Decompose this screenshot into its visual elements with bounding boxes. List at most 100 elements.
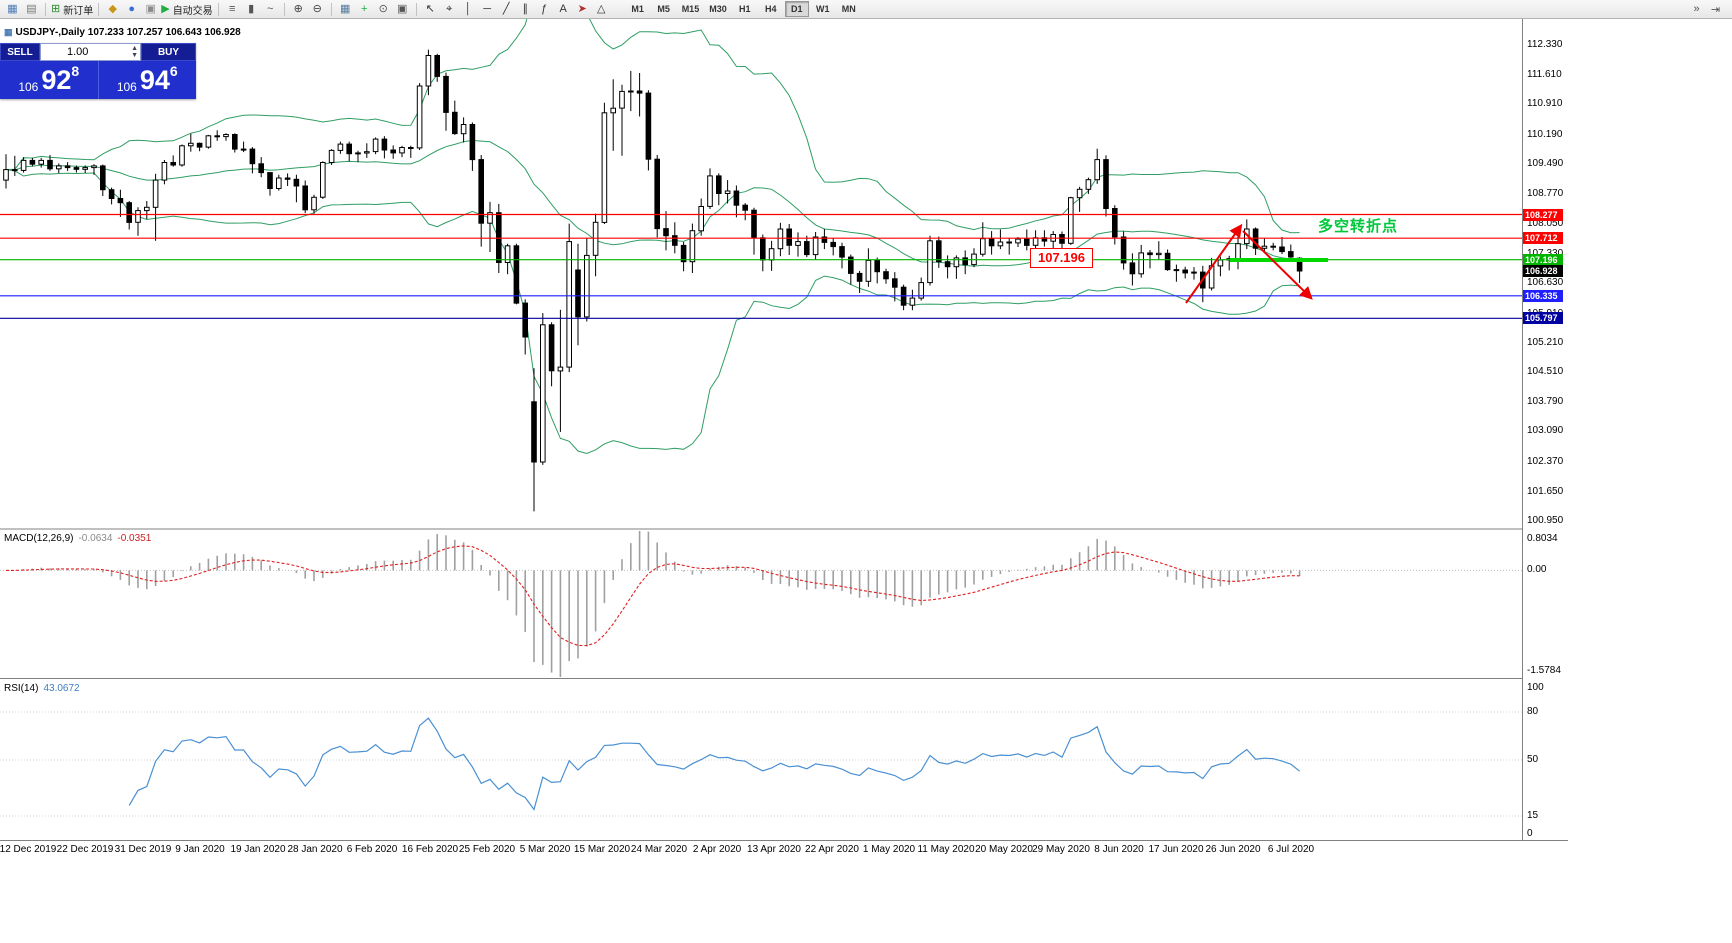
- templates-button[interactable]: ▣: [394, 2, 411, 17]
- market-watch-button[interactable]: ●: [123, 2, 140, 17]
- volume-down-icon[interactable]: ▼: [131, 52, 138, 59]
- date-axis[interactable]: 12 Dec 2019 22 Dec 2019 31 Dec 2019 9 Jan 2…: [0, 840, 1568, 858]
- auto-trading-button[interactable]: ▶ 自动交易: [161, 2, 212, 17]
- profiles-button[interactable]: ▤: [23, 2, 40, 17]
- periods-button[interactable]: ⊙: [375, 2, 392, 17]
- volume-up-icon[interactable]: ▲: [131, 45, 138, 52]
- date-axis-label[interactable]: 8 Jun 2020: [1094, 844, 1144, 855]
- fibonacci-tool-button[interactable]: ƒ: [536, 2, 553, 17]
- arrows-tool-button[interactable]: ➤: [574, 2, 591, 17]
- price-axis-tick: 102.370: [1527, 456, 1564, 467]
- macd-signal-line: [6, 545, 1300, 647]
- sell-price-display[interactable]: 106 92 8: [0, 61, 98, 99]
- buy-price-prefix: 106: [116, 80, 137, 94]
- trade-panel-price-row: 106 92 8 106 94 6: [0, 61, 196, 99]
- cursor-tool-button[interactable]: ↖: [422, 2, 439, 17]
- auto-scroll-button[interactable]: »: [1693, 3, 1700, 15]
- date-axis-label[interactable]: 12 Dec 2019: [0, 844, 57, 855]
- price-axis-tick: 103.090: [1527, 425, 1564, 436]
- volume-input[interactable]: 1.00 ▲ ▼: [40, 43, 141, 61]
- volume-spinner[interactable]: ▲ ▼: [131, 45, 138, 59]
- price-axis-tick: 111.610: [1527, 69, 1562, 80]
- new-order-button-label: 新订单: [63, 5, 94, 17]
- date-axis-label[interactable]: 13 Apr 2020: [747, 844, 801, 855]
- indicators-button[interactable]: +: [356, 2, 373, 17]
- horizontal-line-tool-icon: ─: [483, 3, 492, 15]
- macd-axis-label: -1.5784: [1527, 665, 1561, 676]
- date-axis-label[interactable]: 16 Feb 2020: [401, 844, 459, 855]
- chart-title: ▦ USDJPY-,Daily 107.233 107.257 106.643 …: [4, 27, 241, 38]
- vertical-line-tool-button[interactable]: │: [460, 2, 477, 17]
- date-axis-label[interactable]: 26 Jun 2020: [1205, 844, 1261, 855]
- shapes-tool-button[interactable]: △: [593, 2, 610, 17]
- date-axis-label[interactable]: 15 Mar 2020: [573, 844, 631, 855]
- current-price-badge: 106.928: [1523, 265, 1563, 277]
- profiles-icon: ▤: [26, 3, 37, 15]
- crosshair-tool-button[interactable]: ⌖: [441, 2, 458, 17]
- crosshair-tool-icon: ⌖: [446, 3, 453, 15]
- date-axis-label[interactable]: 19 Jan 2020: [230, 844, 286, 855]
- date-axis-label[interactable]: 6 Jul 2020: [1267, 844, 1315, 855]
- date-axis-label[interactable]: 9 Jan 2020: [175, 844, 225, 855]
- strategy-tester-button[interactable]: ◆: [104, 2, 121, 17]
- horizontal-line-tool-button[interactable]: ─: [479, 2, 496, 17]
- timeframe-button-mn[interactable]: MN: [841, 4, 856, 14]
- buy-button[interactable]: BUY: [141, 43, 196, 61]
- date-axis-label[interactable]: 22 Dec 2019: [56, 844, 114, 855]
- candlestick-chart-button[interactable]: ▮: [243, 2, 260, 17]
- bar-chart-button[interactable]: ≡: [224, 2, 241, 17]
- fibonacci-tool-icon: ƒ: [541, 3, 548, 15]
- chart-canvas[interactable]: [0, 19, 1522, 840]
- scripts-button[interactable]: ▣: [142, 2, 159, 17]
- candlestick-series[interactable]: [3, 49, 1303, 512]
- bollinger-lower-band: [5, 169, 1300, 455]
- date-axis-label[interactable]: 1 May 2020: [862, 844, 916, 855]
- date-axis-label[interactable]: 11 May 2020: [917, 844, 975, 855]
- date-axis-label[interactable]: 17 Jun 2020: [1148, 844, 1204, 855]
- chart-shift-button[interactable]: ⇥: [1710, 3, 1721, 16]
- zoom-out-button[interactable]: ⊖: [309, 2, 326, 17]
- red-arrow-1: [1185, 223, 1243, 304]
- sell-button[interactable]: SELL: [0, 43, 40, 61]
- new-chart-button[interactable]: ▦: [4, 2, 21, 17]
- timeframe-button-m30[interactable]: M30: [709, 4, 727, 14]
- date-axis-label[interactable]: 31 Dec 2019: [114, 844, 172, 855]
- rsi-axis-label: 15: [1527, 810, 1539, 821]
- date-axis-label[interactable]: 5 Mar 2020: [519, 844, 571, 855]
- date-axis-label[interactable]: 24 Mar 2020: [630, 844, 688, 855]
- price-axis-tick: 108.770: [1527, 188, 1564, 199]
- date-axis-label[interactable]: 20 May 2020: [975, 844, 1033, 855]
- macd-histogram: [14, 531, 1301, 677]
- trendline-tool-button[interactable]: ╱: [498, 2, 515, 17]
- buy-price-display[interactable]: 106 94 6: [97, 61, 197, 99]
- price-axis-tick: 112.330: [1527, 39, 1563, 50]
- timeframe-button-h1[interactable]: H1: [738, 4, 751, 14]
- date-axis-label[interactable]: 29 May 2020: [1032, 844, 1090, 855]
- text-tool-button[interactable]: A: [555, 2, 572, 17]
- price-axis[interactable]: 112.330 111.610 110.910 110.190 109.490 108.7…: [1522, 19, 1569, 840]
- tile-windows-button[interactable]: ▦: [337, 2, 354, 17]
- date-axis-label[interactable]: 28 Jan 2020: [287, 844, 343, 855]
- date-axis-label[interactable]: 22 Apr 2020: [805, 844, 859, 855]
- timeframe-button-h4[interactable]: H4: [764, 4, 777, 14]
- rsi-label: RSI(14) 43.0672: [4, 683, 80, 694]
- scripts-icon: ▣: [145, 3, 156, 15]
- auto-trading-icon: ▶: [161, 3, 170, 15]
- channel-tool-button[interactable]: ∥: [517, 2, 534, 17]
- date-axis-label[interactable]: 2 Apr 2020: [692, 844, 742, 855]
- timeframe-button-m15[interactable]: M15: [681, 4, 700, 14]
- date-axis-label[interactable]: 6 Feb 2020: [346, 844, 398, 855]
- toolbar-icon-groups: ▦ ▤ ⊞ 新订单 ◆ ● ▣ ▶ 自动交易 ≡ ▮ ~ ⊕ ⊖ ▦ + ⊙ ▣ ↖ ⌖ │ ─ ╱ ∥ ƒ A ➤ △: [3, 2, 611, 17]
- timeframe-button-m1[interactable]: M1: [631, 4, 644, 14]
- new-order-button[interactable]: ⊞ 新订单: [51, 2, 93, 17]
- zoom-in-button[interactable]: ⊕: [290, 2, 307, 17]
- turning-point-note[interactable]: 多空转折点: [1318, 218, 1399, 235]
- price-callout[interactable]: 107.196: [1030, 248, 1093, 268]
- timeframe-button-w1[interactable]: W1: [815, 4, 830, 14]
- timeframe-button-m5[interactable]: M5: [657, 4, 670, 14]
- price-axis-tick: 110.190: [1527, 129, 1563, 140]
- line-chart-button[interactable]: ~: [262, 2, 279, 17]
- macd-axis-label: 0.8034: [1527, 533, 1558, 544]
- timeframe-button-d1[interactable]: D1: [784, 1, 809, 17]
- date-axis-label[interactable]: 25 Feb 2020: [458, 844, 516, 855]
